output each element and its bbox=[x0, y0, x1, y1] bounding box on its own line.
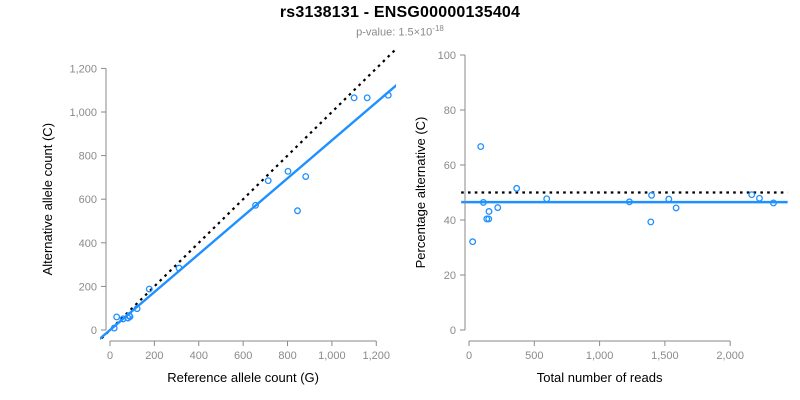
x-tick-label: 2,000 bbox=[716, 350, 744, 362]
x-axis-title: Reference allele count (G) bbox=[167, 370, 319, 385]
data-point bbox=[494, 204, 502, 212]
data-point bbox=[252, 201, 260, 209]
data-point bbox=[672, 204, 680, 212]
data-point bbox=[485, 215, 493, 223]
x-tick-label: 1,500 bbox=[651, 350, 679, 362]
data-point bbox=[284, 167, 292, 175]
y-axis-title: Percentage alternative (C) bbox=[413, 117, 428, 269]
x-tick-label: 1,000 bbox=[586, 350, 614, 362]
y-tick-label: 1,000 bbox=[69, 107, 97, 119]
y-tick-label: 0 bbox=[450, 325, 456, 337]
y-tick-label: 0 bbox=[91, 325, 97, 337]
x-tick-label: 1,200 bbox=[363, 350, 391, 362]
y-tick-label: 1,200 bbox=[69, 63, 97, 75]
data-point bbox=[145, 285, 153, 293]
data-point bbox=[113, 313, 121, 321]
y-tick-label: 80 bbox=[444, 105, 456, 117]
data-point bbox=[302, 173, 310, 180]
x-tick-label: 500 bbox=[525, 350, 543, 362]
data-point bbox=[756, 194, 763, 202]
y-tick-label: 200 bbox=[79, 281, 97, 293]
y-tick-label: 600 bbox=[79, 194, 97, 206]
data-point bbox=[665, 195, 673, 203]
data-point bbox=[264, 177, 272, 185]
y-tick-label: 40 bbox=[444, 215, 456, 227]
y-tick-label: 400 bbox=[79, 238, 97, 250]
pvalue-mantissa: 1.5×10 bbox=[398, 26, 433, 39]
data-point bbox=[648, 191, 656, 199]
y-tick-label: 60 bbox=[444, 160, 456, 172]
fit-line bbox=[100, 83, 396, 340]
x-tick-label: 0 bbox=[107, 350, 113, 362]
data-point bbox=[543, 195, 551, 203]
y-tick-label: 100 bbox=[438, 50, 456, 62]
data-point bbox=[175, 264, 183, 272]
data-point bbox=[485, 208, 493, 215]
x-axis-title: Total number of reads bbox=[537, 370, 663, 385]
x-tick-label: 0 bbox=[466, 350, 472, 362]
percentage-chart: 0 500 1,000 1,500 2,000 Total number of reads… bbox=[413, 50, 788, 385]
data-point bbox=[126, 313, 134, 321]
figure-subtitle: p-value: 1.5×10-18 bbox=[0, 24, 800, 39]
data-point bbox=[769, 199, 777, 207]
allele-count-chart: 0 200 400 600 800 1,000 1,200 Reference allele … bbox=[40, 49, 396, 385]
y-tick-label: 800 bbox=[79, 151, 97, 163]
x-tick-label: 800 bbox=[278, 350, 296, 362]
data-point bbox=[647, 218, 655, 226]
data-point bbox=[294, 207, 301, 215]
figure-title: rs3138131 - ENSG00000135404 bbox=[279, 4, 521, 21]
data-point bbox=[110, 324, 118, 332]
data-point bbox=[469, 238, 477, 246]
data-point bbox=[625, 198, 633, 206]
y-axis-title: Alternative allele count (C) bbox=[40, 123, 55, 275]
y-tick-label: 20 bbox=[444, 270, 456, 282]
data-point bbox=[350, 94, 358, 102]
x-tick-label: 400 bbox=[190, 350, 208, 362]
data-point bbox=[748, 191, 756, 199]
pvalue-prefix: p-value: bbox=[356, 26, 399, 39]
data-point bbox=[384, 91, 392, 99]
x-tick-label: 200 bbox=[145, 350, 163, 362]
data-point bbox=[477, 143, 485, 151]
data-point bbox=[479, 198, 487, 206]
x-tick-label: 600 bbox=[234, 350, 252, 362]
x-tick-label: 1,000 bbox=[318, 350, 346, 362]
data-point bbox=[363, 94, 371, 102]
pvalue-exponent: -18 bbox=[432, 24, 444, 33]
data-point bbox=[513, 184, 521, 192]
data-point bbox=[133, 305, 141, 313]
identity-50pct-line bbox=[100, 49, 396, 340]
